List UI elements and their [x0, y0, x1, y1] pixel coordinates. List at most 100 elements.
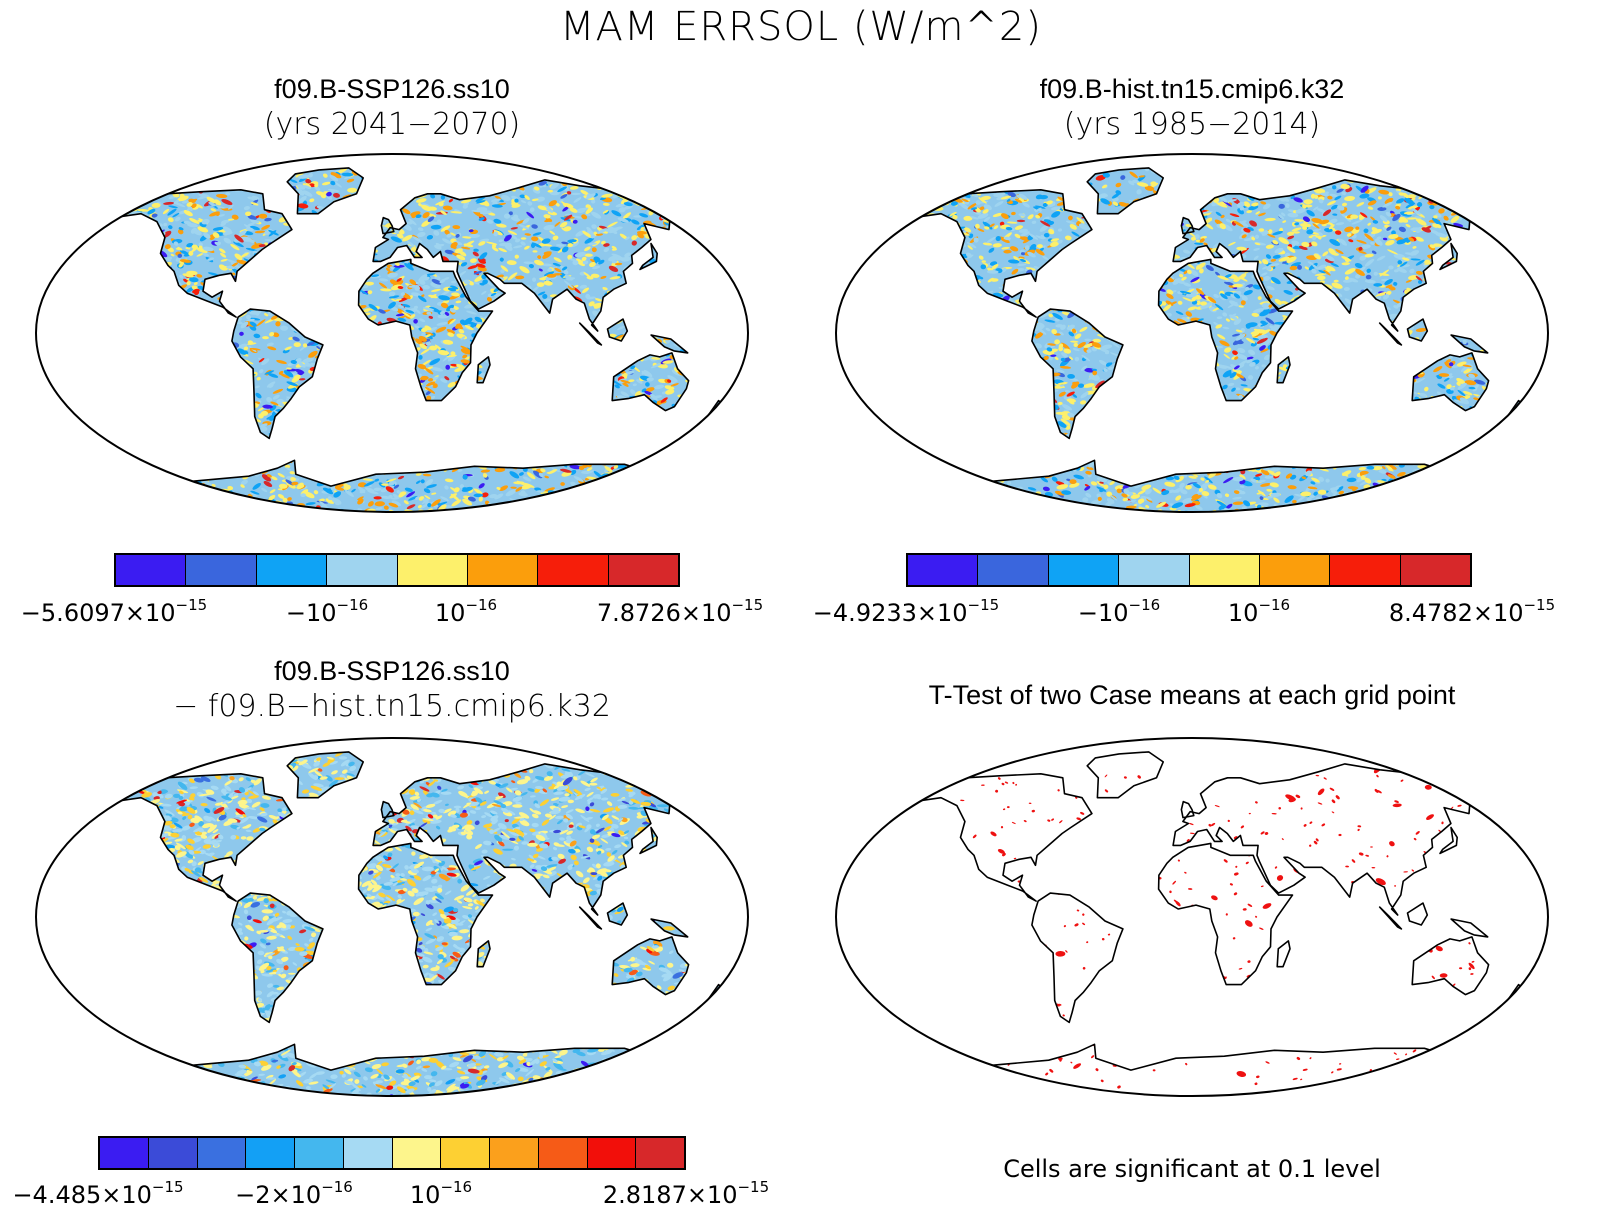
main-title: MAM ERRSOL (W/m^2) [559, 4, 1042, 50]
panel-3-title: f09.B-SSP126.ss10 [274, 656, 510, 686]
coastline [231, 892, 324, 1024]
coastline [380, 216, 395, 235]
colorbar-1-label-pos: 10−16 [434, 596, 498, 627]
coastline [1086, 167, 1164, 215]
colorbar-cell [1048, 555, 1120, 585]
panel-2-subtitle: (yrs 1985−2014) [1063, 107, 1321, 142]
coastline [578, 906, 603, 930]
colorbar-cell [392, 1138, 442, 1168]
coastline [1439, 826, 1458, 855]
panel-1-title: f09.B-SSP126.ss10 [274, 74, 510, 104]
coastline [372, 179, 696, 332]
colorbar-cell [343, 1138, 393, 1168]
map-panel-1 [35, 153, 749, 513]
coastline [286, 751, 364, 799]
colorbar-3-label-neg: −2×10−16 [235, 1178, 353, 1209]
coastline [909, 773, 1093, 902]
colorbar-cell [100, 1138, 149, 1168]
coastline [611, 352, 690, 412]
colorbar-cell [246, 1138, 295, 1168]
colorbar-cell [587, 1138, 637, 1168]
panel-2-title: f09.B-hist.tn15.cmip6.k32 [1039, 74, 1345, 104]
map-panel-3 [35, 737, 749, 1097]
coastline [650, 334, 689, 354]
map-frame [35, 737, 749, 1097]
coastline [1180, 216, 1195, 235]
coastline [476, 356, 491, 384]
colorbar-cell [538, 1138, 588, 1168]
colorbar-1-label-max: 7.8726×10−15 [596, 596, 764, 627]
coastline [1172, 763, 1496, 916]
colorbar-2-label-max: 8.4782×10−15 [1388, 596, 1556, 627]
coastline [1411, 936, 1490, 996]
coastline [606, 318, 629, 342]
map-frame [835, 737, 1549, 1097]
colorbar-3-label-pos: 10−16 [409, 1178, 473, 1209]
colorbar-cell [186, 555, 257, 585]
coastline [1086, 751, 1164, 799]
coastline [231, 308, 324, 440]
colorbar-cell [256, 555, 328, 585]
coastline [1378, 322, 1403, 346]
coastline [1450, 918, 1489, 938]
panel-3-subtitle: − f09.B−hist.tn15.cmip6.k32 [173, 689, 611, 724]
colorbar-2 [906, 553, 1472, 587]
colorbar-cell [490, 1138, 539, 1168]
colorbar-cell [908, 555, 979, 585]
coastline [476, 940, 491, 968]
coastline [1378, 906, 1403, 930]
ocean [836, 738, 1548, 1096]
coastline [1157, 258, 1294, 402]
coastline [372, 763, 696, 916]
coastline [639, 242, 658, 271]
coastline [109, 189, 293, 318]
panel-1-subtitle: (yrs 2041−2070) [263, 107, 521, 142]
colorbar-cell [538, 555, 609, 585]
coastline [639, 826, 658, 855]
coastline [606, 902, 629, 926]
colorbar-cell [327, 555, 398, 585]
panel-4-title: T-Test of two Case means at each grid po… [928, 680, 1456, 710]
coastline [1031, 892, 1124, 1024]
colorbar-2-label-neg: −10−16 [1077, 596, 1161, 627]
colorbar-2-label-pos: 10−16 [1227, 596, 1291, 627]
coastline [286, 167, 364, 215]
colorbar-cell [441, 1138, 490, 1168]
colorbar-1 [114, 553, 680, 587]
colorbar-cell [1119, 555, 1190, 585]
coastline [909, 189, 1093, 318]
coastline [1276, 356, 1291, 384]
coastline [1406, 902, 1429, 926]
coastline [357, 842, 494, 986]
coastline [380, 800, 395, 819]
colorbar-1-label-min: −5.6097×10−15 [20, 596, 208, 627]
colorbar-cell [467, 555, 539, 585]
colorbar-1-label-neg: −10−16 [285, 596, 369, 627]
colorbar-cell [197, 1138, 247, 1168]
colorbar-cell [978, 555, 1049, 585]
colorbar-cell [608, 555, 678, 585]
map-frame [835, 153, 1549, 513]
coastline [1031, 308, 1124, 440]
colorbar-2-label-min: −4.9233×10−15 [812, 596, 1000, 627]
coastline [1172, 179, 1496, 332]
colorbar-cell [116, 555, 187, 585]
coastline [1450, 334, 1489, 354]
coastline [1411, 352, 1490, 412]
colorbar-cell [295, 1138, 344, 1168]
coastline [109, 773, 293, 902]
colorbar-3 [98, 1136, 686, 1170]
coastline [578, 322, 603, 346]
colorbar-cell [397, 555, 468, 585]
coastline [1276, 940, 1291, 968]
coastline [650, 918, 689, 938]
colorbar-cell [636, 1138, 684, 1168]
colorbar-3-label-min: −4.485×10−15 [12, 1178, 184, 1209]
coastline [1439, 242, 1458, 271]
coastline [611, 936, 690, 996]
colorbar-cell [1330, 555, 1401, 585]
coastline [357, 258, 494, 402]
colorbar-cell [1400, 555, 1470, 585]
coastline [1406, 318, 1429, 342]
significance-note: Cells are significant at 0.1 level [1003, 1155, 1381, 1183]
